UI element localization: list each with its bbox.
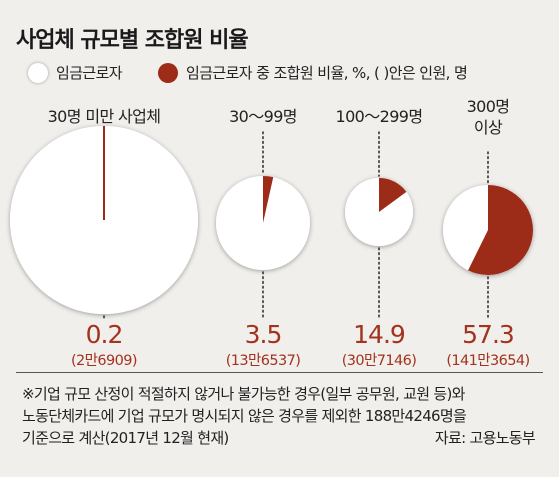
legend-white-circle-icon — [28, 62, 48, 83]
legend-label-union-members: 임금근로자 중 조합원 비율, %, ( )안은 인원, 명 — [186, 64, 468, 82]
count-label: (13만6537) — [226, 352, 301, 369]
footnote: ※기업 규모 산정이 적절하지 않거나 불가능한 경우(일부 공무원, 교원 등… — [22, 383, 542, 449]
percent-label: 14.9 — [353, 320, 405, 349]
percent-label: 57.3 — [462, 320, 514, 349]
percent-label: 3.5 — [245, 320, 282, 349]
percent-label: 0.2 — [86, 320, 123, 349]
count-label: (141만3654) — [446, 352, 529, 369]
count-label: (2만6909) — [71, 352, 137, 369]
legend-red-circle-icon — [158, 62, 178, 83]
category-label: 100～299명 — [336, 107, 423, 126]
count-label: (30만7146) — [342, 352, 417, 369]
category-label: 300명 — [467, 97, 510, 116]
legend-item-union-members: 임금근로자 중 조합원 비율, %, ( )안은 인원, 명 — [158, 62, 468, 83]
footnote-line: ※기업 규모 산정이 적절하지 않거나 불가능한 경우(일부 공무원, 교원 등… — [22, 385, 465, 403]
union-member-slice — [468, 185, 534, 275]
category-label: 30명 미만 사업체 — [48, 107, 161, 126]
legend-label-wage-workers: 임금근로자 — [56, 64, 123, 82]
union-member-slice — [263, 176, 274, 223]
category-label: 이상 — [474, 118, 503, 137]
union-member-slice — [379, 178, 407, 212]
footnote-line: 노동단체카드에 기업 규모가 명시되지 않은 경우를 제외한 188만4246명… — [22, 407, 467, 425]
source-credit: 자료: 고용노동부 — [434, 429, 536, 447]
divider — [16, 372, 543, 373]
legend-item-wage-workers: 임금근로자 — [28, 62, 123, 83]
pie-chart-area: 30명 미만 사업체 0.2 (2만6909) 30～99명 3.5 (13만6537) 1… — [10, 97, 534, 369]
category-label: 30～99명 — [229, 107, 297, 126]
footnote-line: 기준으로 계산(2017년 12월 현재) — [22, 429, 229, 447]
chart-title: 사업체 규모별 조합원 비율 — [16, 28, 249, 53]
